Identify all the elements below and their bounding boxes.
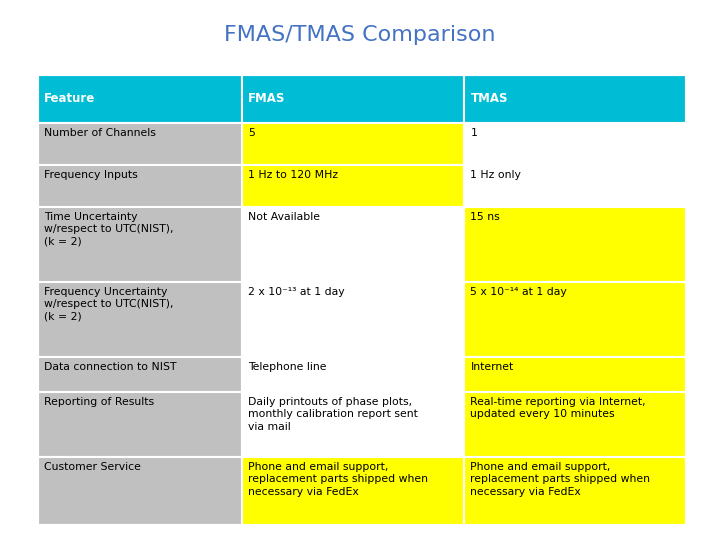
Text: 5 x 10⁻¹⁴ at 1 day: 5 x 10⁻¹⁴ at 1 day: [470, 287, 567, 297]
Text: 1 Hz only: 1 Hz only: [470, 170, 521, 180]
Text: Reporting of Results: Reporting of Results: [44, 397, 154, 407]
Text: Feature: Feature: [44, 92, 95, 105]
Bar: [464, 123, 686, 165]
Bar: [464, 207, 686, 282]
Bar: [38, 123, 242, 165]
Bar: [464, 392, 686, 457]
Text: 2 x 10⁻¹³ at 1 day: 2 x 10⁻¹³ at 1 day: [248, 287, 345, 297]
Bar: [464, 457, 686, 525]
Text: FMAS/TMAS Comparison: FMAS/TMAS Comparison: [224, 25, 496, 45]
Bar: [38, 282, 242, 357]
Text: Not Available: Not Available: [248, 212, 320, 222]
Bar: [38, 75, 242, 123]
Bar: [464, 75, 686, 123]
Bar: [38, 457, 242, 525]
Text: FMAS: FMAS: [248, 92, 286, 105]
Text: Telephone line: Telephone line: [248, 362, 327, 372]
Text: Phone and email support,
replacement parts shipped when
necessary via FedEx: Phone and email support, replacement par…: [470, 462, 650, 497]
Bar: [464, 282, 686, 357]
Text: Frequency Inputs: Frequency Inputs: [44, 170, 138, 180]
Bar: [242, 357, 464, 392]
Text: Customer Service: Customer Service: [44, 462, 141, 472]
Bar: [242, 123, 464, 165]
Bar: [242, 207, 464, 282]
Text: TMAS: TMAS: [470, 92, 508, 105]
Text: Phone and email support,
replacement parts shipped when
necessary via FedEx: Phone and email support, replacement par…: [248, 462, 428, 497]
Text: Time Uncertainty
w/respect to UTC(NIST),
(k = 2): Time Uncertainty w/respect to UTC(NIST),…: [44, 212, 174, 247]
Text: 1: 1: [470, 128, 477, 138]
Bar: [38, 207, 242, 282]
Text: 5: 5: [248, 128, 255, 138]
Text: Number of Channels: Number of Channels: [44, 128, 156, 138]
Bar: [242, 282, 464, 357]
Bar: [464, 357, 686, 392]
Text: Frequency Uncertainty
w/respect to UTC(NIST),
(k = 2): Frequency Uncertainty w/respect to UTC(N…: [44, 287, 174, 322]
Bar: [242, 165, 464, 207]
Bar: [242, 457, 464, 525]
Bar: [38, 392, 242, 457]
Bar: [242, 392, 464, 457]
Text: Daily printouts of phase plots,
monthly calibration report sent
via mail: Daily printouts of phase plots, monthly …: [248, 397, 418, 432]
Bar: [464, 165, 686, 207]
Text: 1 Hz to 120 MHz: 1 Hz to 120 MHz: [248, 170, 338, 180]
Text: Real-time reporting via Internet,
updated every 10 minutes: Real-time reporting via Internet, update…: [470, 397, 646, 420]
Bar: [38, 357, 242, 392]
Bar: [38, 165, 242, 207]
Text: 15 ns: 15 ns: [470, 212, 500, 222]
Text: Data connection to NIST: Data connection to NIST: [44, 362, 176, 372]
Text: Internet: Internet: [470, 362, 513, 372]
Bar: [242, 75, 464, 123]
